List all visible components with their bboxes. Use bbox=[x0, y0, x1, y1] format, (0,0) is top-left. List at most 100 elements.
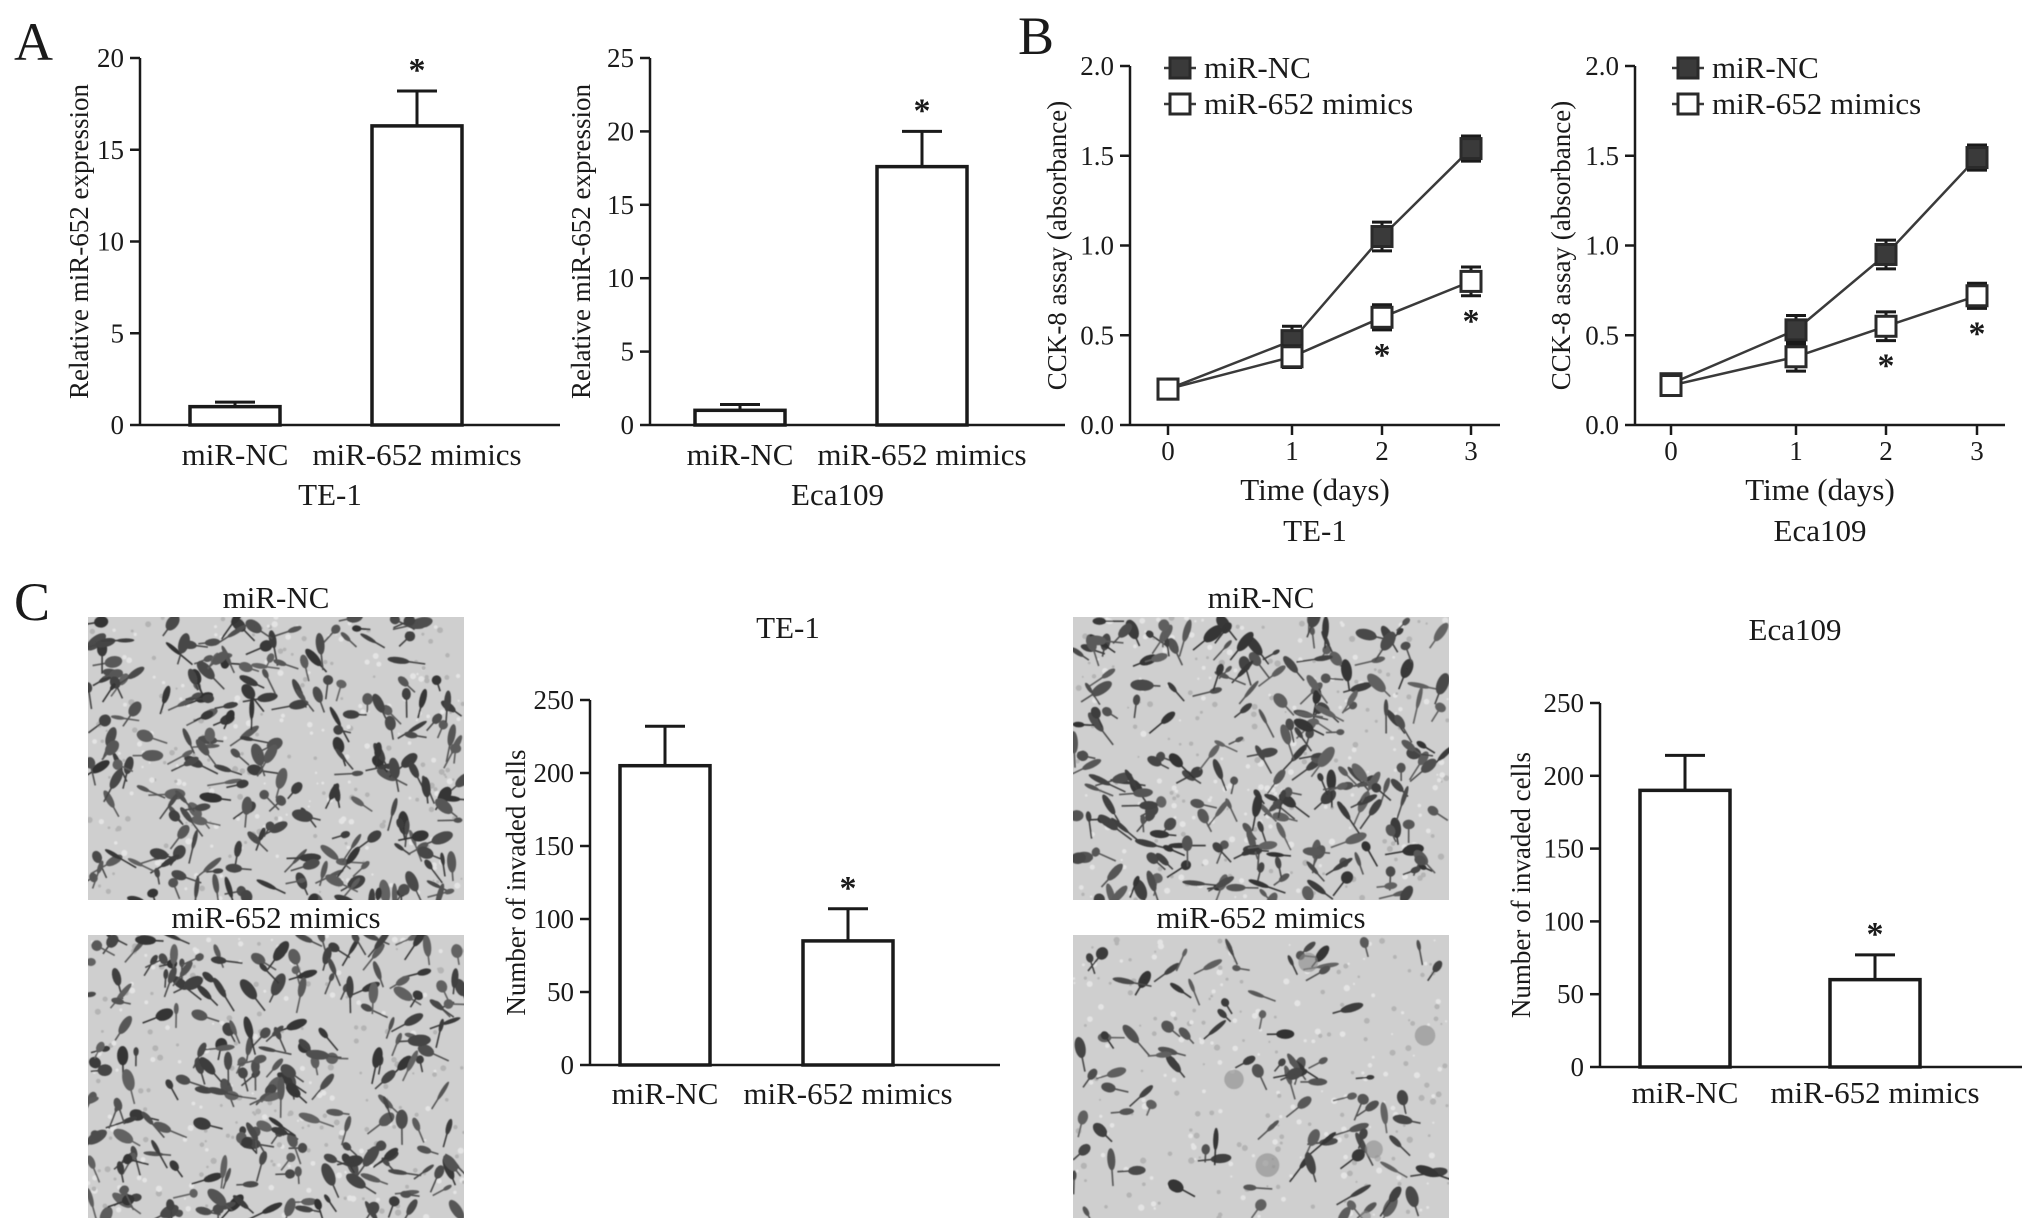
cell-process bbox=[233, 867, 252, 871]
texture-speck bbox=[1279, 1115, 1283, 1119]
texture-speck bbox=[149, 777, 155, 783]
texture-speck bbox=[1193, 1132, 1200, 1139]
y-tick-label: 15 bbox=[607, 190, 634, 220]
cell-process bbox=[144, 735, 168, 744]
cell-process bbox=[435, 1025, 443, 1049]
cell-process bbox=[1073, 857, 1079, 860]
texture-speck bbox=[1078, 885, 1084, 890]
cell-process bbox=[1342, 770, 1360, 789]
category-label: miR-NC bbox=[1632, 1075, 1739, 1110]
texture-speck bbox=[100, 739, 105, 744]
cell-process bbox=[1087, 816, 1093, 839]
texture-speck bbox=[191, 1101, 196, 1106]
cell-process bbox=[436, 724, 445, 739]
legend-label: miR-652 mimics bbox=[1204, 86, 1413, 121]
series-2: * * miR-652 mimics bbox=[1156, 86, 1483, 401]
texture-speck bbox=[279, 718, 284, 723]
texture-speck bbox=[1218, 1109, 1223, 1114]
texture-speck bbox=[1363, 1017, 1370, 1024]
texture-speck bbox=[446, 778, 453, 785]
texture-speck bbox=[1425, 622, 1428, 625]
significance-marker: * bbox=[1878, 348, 1895, 385]
cell-process bbox=[370, 1210, 377, 1218]
texture-speck bbox=[1081, 963, 1085, 967]
y-tick-label: 0 bbox=[111, 410, 125, 440]
cell-process bbox=[314, 1061, 319, 1076]
texture-speck bbox=[1338, 705, 1342, 710]
cell-process bbox=[1329, 785, 1343, 792]
category-label: miR-NC bbox=[612, 1076, 719, 1111]
cell-process bbox=[265, 1030, 279, 1043]
cell-process bbox=[1190, 985, 1201, 1006]
x-tick-label: 0 bbox=[1664, 436, 1678, 466]
texture-speck bbox=[1386, 845, 1393, 853]
texture-speck bbox=[257, 942, 261, 946]
cell-process bbox=[1262, 651, 1277, 661]
texture-speck bbox=[1352, 741, 1359, 748]
cell-process bbox=[148, 793, 175, 796]
texture-speck bbox=[1073, 977, 1076, 980]
y-tick-label: 200 bbox=[1544, 761, 1585, 791]
texture-speck bbox=[121, 849, 128, 857]
texture-speck bbox=[338, 818, 345, 825]
cell-process bbox=[292, 1200, 310, 1204]
texture-speck bbox=[1141, 1098, 1146, 1103]
texture-speck bbox=[254, 814, 260, 819]
cell-process bbox=[191, 676, 199, 691]
texture-speck bbox=[1139, 618, 1146, 624]
texture-speck bbox=[184, 887, 188, 891]
texture-speck bbox=[422, 1213, 430, 1218]
texture-speck bbox=[206, 937, 212, 943]
texture-speck bbox=[104, 1166, 111, 1173]
cell-process bbox=[352, 864, 366, 878]
cell-process bbox=[1427, 966, 1439, 982]
cell-process bbox=[163, 974, 174, 998]
cell-process bbox=[172, 882, 181, 900]
cell-process bbox=[1142, 684, 1161, 687]
texture-speck bbox=[267, 1100, 273, 1106]
cell-process bbox=[1078, 723, 1095, 727]
texture-speck bbox=[1339, 1112, 1345, 1118]
cell-process bbox=[253, 625, 273, 640]
texture-speck bbox=[376, 661, 382, 667]
texture-speck bbox=[322, 791, 326, 795]
cell-process bbox=[172, 1192, 194, 1199]
texture-speck bbox=[1179, 821, 1186, 828]
cell bbox=[321, 1163, 336, 1186]
texture-speck bbox=[307, 805, 311, 808]
cell-process bbox=[1432, 810, 1449, 822]
texture-speck bbox=[1098, 1004, 1104, 1010]
texture-speck bbox=[436, 880, 440, 884]
cell-process bbox=[1082, 1073, 1094, 1088]
cell-process bbox=[394, 618, 416, 631]
texture-speck bbox=[361, 1197, 365, 1201]
cell-process bbox=[1319, 776, 1329, 795]
texture-speck bbox=[160, 617, 165, 621]
cell bbox=[300, 654, 309, 669]
cell-process bbox=[178, 874, 202, 884]
texture-speck bbox=[1287, 769, 1294, 776]
cell-process bbox=[1306, 617, 1316, 638]
micrograph-label: miR-NC bbox=[1208, 580, 1315, 615]
texture-speck bbox=[1429, 962, 1433, 966]
texture-speck bbox=[218, 896, 223, 900]
cell-process bbox=[275, 1121, 296, 1137]
texture-speck bbox=[356, 1000, 362, 1006]
cell-process bbox=[182, 1078, 206, 1088]
cell-process bbox=[1417, 945, 1424, 966]
cell-process bbox=[92, 661, 114, 667]
texture-speck bbox=[1395, 1130, 1399, 1133]
cell bbox=[1158, 619, 1170, 632]
texture-speck bbox=[285, 634, 291, 640]
texture-speck bbox=[314, 771, 318, 775]
cell bbox=[215, 1044, 235, 1051]
micrograph-4: miR-652 mimics bbox=[1073, 900, 1449, 1218]
texture-speck bbox=[1217, 1060, 1223, 1065]
texture-speck bbox=[219, 1020, 225, 1026]
cell-process bbox=[88, 642, 106, 648]
texture-speck bbox=[280, 713, 286, 718]
texture-speck bbox=[102, 1203, 108, 1209]
cell bbox=[163, 969, 169, 980]
cell-process bbox=[1356, 1105, 1373, 1117]
texture-speck bbox=[316, 782, 319, 785]
